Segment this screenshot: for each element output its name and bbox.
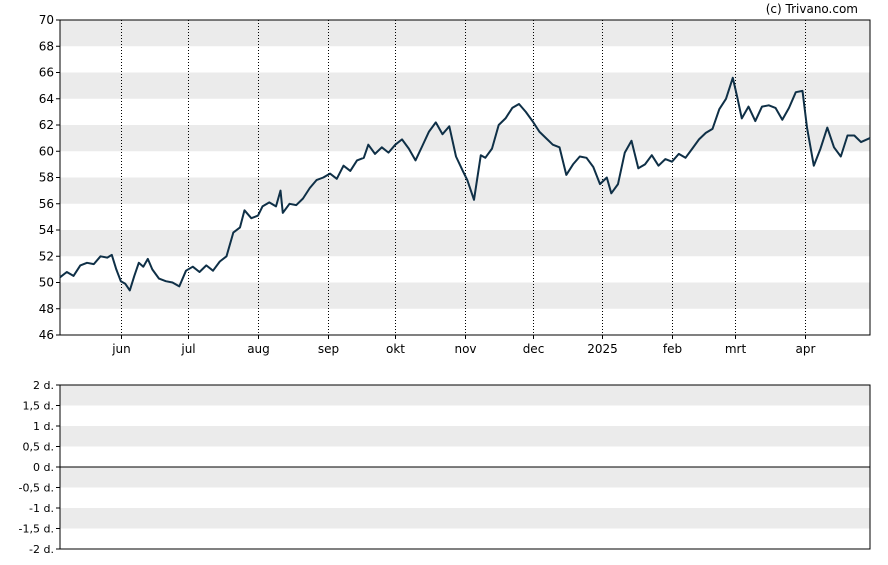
x-tick-label: jun (111, 342, 131, 356)
x-tick-label: sep (318, 342, 339, 356)
y-tick-label: 2 d. (33, 379, 54, 392)
band (60, 385, 870, 406)
x-tick-label: okt (386, 342, 405, 356)
top-plot-bands (60, 20, 870, 309)
y-tick-label: 48 (39, 302, 54, 316)
x-tick-label: apr (796, 342, 816, 356)
band (60, 467, 870, 488)
y-tick-label: 66 (39, 66, 54, 80)
band (60, 177, 870, 204)
band (60, 282, 870, 309)
y-tick-label: -1,5 d. (19, 523, 54, 536)
y-tick-label: 0,5 d. (23, 441, 54, 454)
x-tick-label: aug (247, 342, 270, 356)
y-tick-label: 52 (39, 249, 54, 263)
x-tick-label: feb (663, 342, 682, 356)
band (60, 508, 870, 529)
band (60, 72, 870, 99)
x-tick-label: mrt (725, 342, 747, 356)
bottom-plot-bands (60, 385, 870, 529)
y-tick-label: 62 (39, 118, 54, 132)
band (60, 426, 870, 447)
y-tick-label: 56 (39, 197, 54, 211)
y-tick-label: 50 (39, 276, 54, 290)
y-tick-label: 46 (39, 328, 54, 342)
top-plot-y-ticks: 46 48 50 52 54 56 58 60 62 64 66 68 70 (39, 13, 60, 342)
y-tick-label: 60 (39, 144, 54, 158)
x-tick-label: nov (454, 342, 476, 356)
x-tick-label: jul (180, 342, 195, 356)
y-tick-label: 1 d. (33, 420, 54, 433)
y-tick-label: 64 (39, 92, 54, 106)
y-tick-label: 0 d. (33, 461, 54, 474)
x-tick-label: dec (523, 342, 545, 356)
credit-label: (c) Trivano.com (766, 2, 858, 16)
y-tick-label: 70 (39, 13, 54, 27)
y-tick-label: 68 (39, 39, 54, 53)
y-tick-label: -0,5 d. (19, 482, 54, 495)
bottom-plot-y-ticks: 2 d. 1,5 d. 1 d. 0,5 d. 0 d. -0,5 d. -1 d. -1,5… (19, 379, 60, 556)
y-tick-label: 54 (39, 223, 54, 237)
y-tick-label: 58 (39, 171, 54, 185)
x-tick-label: 2025 (587, 342, 618, 356)
top-plot-x-ticks: jun jul aug sep okt nov dec 2025 feb mrt apr (111, 335, 816, 356)
price-series-line (59, 76, 871, 292)
y-tick-label: -1 d. (29, 502, 54, 515)
y-tick-label: -2 d. (29, 543, 54, 556)
y-tick-label: 1,5 d. (23, 400, 54, 413)
